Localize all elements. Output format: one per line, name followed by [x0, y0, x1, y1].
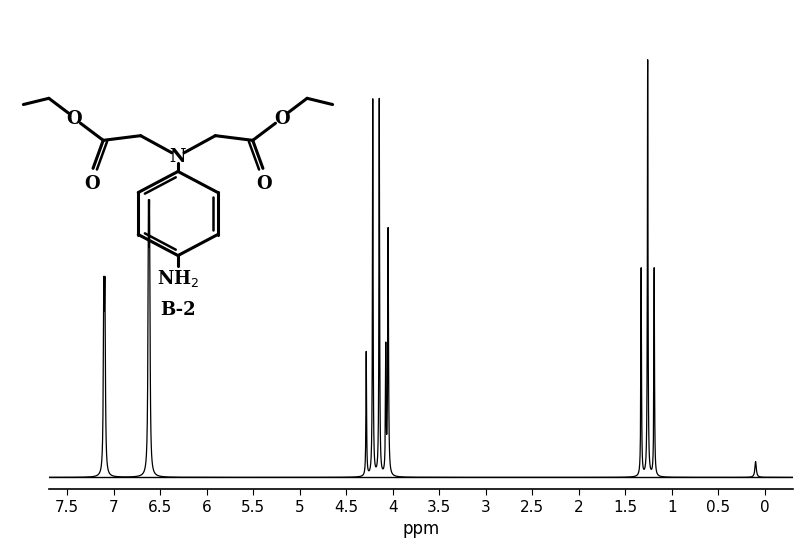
Text: NH$_2$: NH$_2$: [157, 268, 199, 289]
Text: O: O: [256, 175, 271, 193]
X-axis label: ppm: ppm: [402, 520, 439, 538]
Text: O: O: [66, 110, 83, 127]
Text: N: N: [170, 148, 186, 166]
Text: O: O: [273, 110, 290, 127]
Text: O: O: [85, 175, 100, 193]
Text: B-2: B-2: [160, 301, 196, 319]
